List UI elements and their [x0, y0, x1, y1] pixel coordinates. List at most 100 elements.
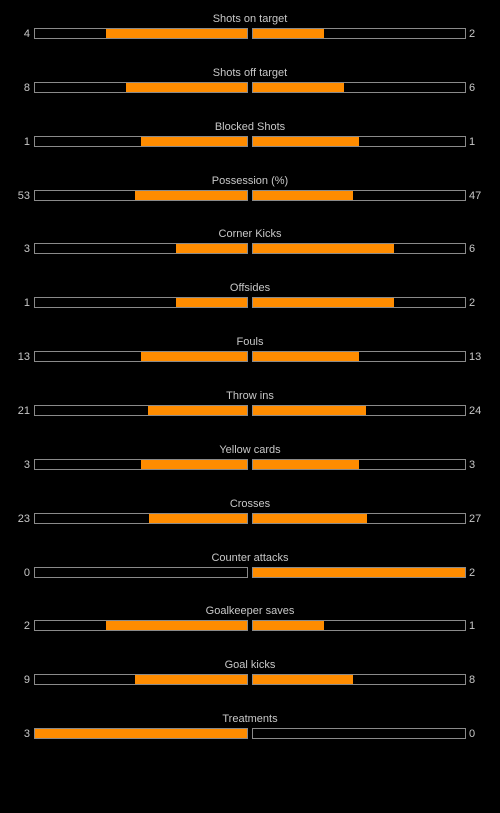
home-bar — [34, 458, 248, 470]
stat-label: Goalkeeper saves — [205, 605, 295, 618]
away-bar — [252, 620, 466, 632]
away-bar-fill — [253, 190, 353, 200]
home-value: 9 — [23, 674, 30, 687]
away-bar-fill — [253, 136, 359, 146]
home-value: 23 — [17, 512, 30, 525]
away-bar-fill — [253, 405, 366, 415]
stat-row: Crosses 23 27 — [0, 492, 500, 532]
home-bar-fill — [105, 621, 247, 631]
home-value: 1 — [23, 297, 30, 310]
away-value: 2 — [469, 28, 476, 40]
away-bar-fill — [253, 82, 344, 92]
home-bar-fill — [141, 136, 247, 146]
home-bar-fill — [134, 675, 247, 685]
away-bar — [252, 135, 466, 147]
away-value: 47 — [469, 189, 482, 202]
away-bar — [252, 28, 466, 39]
home-bar — [34, 566, 248, 578]
home-bar-fill — [35, 729, 247, 739]
away-value: 13 — [469, 351, 482, 364]
home-bar-fill — [149, 513, 247, 523]
home-bar — [34, 28, 248, 39]
home-bar — [34, 512, 248, 524]
stat-label: Treatments — [222, 713, 278, 726]
stat-row: Counter attacks 0 2 — [0, 546, 500, 586]
away-bar — [252, 81, 466, 93]
stat-label: Throw ins — [226, 389, 274, 402]
stat-row: Yellow cards 3 3 — [0, 438, 500, 478]
home-bar — [34, 404, 248, 416]
away-bar-fill — [253, 513, 368, 523]
home-value: 3 — [23, 728, 30, 741]
stat-label: Offsides — [229, 282, 271, 295]
away-bar-fill — [253, 298, 395, 308]
stat-label: Fouls — [236, 336, 264, 349]
home-bar-fill — [134, 190, 247, 200]
stat-label: Goal kicks — [224, 659, 276, 672]
home-value: 2 — [23, 620, 30, 633]
away-bar-fill — [253, 621, 324, 631]
home-value: 3 — [23, 458, 30, 471]
stat-row: Goalkeeper saves 2 1 — [0, 599, 500, 639]
stat-label: Corner Kicks — [218, 228, 282, 241]
away-bar — [252, 243, 466, 255]
stat-row: Blocked Shots 1 1 — [0, 115, 500, 155]
away-bar — [252, 566, 466, 578]
away-bar — [252, 728, 466, 740]
stat-row: Shots on target 4 2 — [0, 7, 500, 47]
home-bar-fill — [141, 459, 247, 469]
home-bar-fill — [148, 405, 247, 415]
stat-label: Counter attacks — [211, 551, 289, 564]
home-bar-fill — [105, 29, 247, 38]
stat-row: Offsides 1 2 — [0, 276, 500, 316]
home-value: 4 — [23, 28, 30, 40]
home-bar-fill — [176, 244, 247, 254]
stat-row: Corner Kicks 3 6 — [0, 222, 500, 262]
home-bar — [34, 728, 248, 740]
away-bar — [252, 189, 466, 201]
home-value: 13 — [17, 351, 30, 364]
away-value: 3 — [469, 458, 476, 471]
away-bar-fill — [253, 459, 359, 469]
home-bar — [34, 243, 248, 255]
away-bar-fill — [253, 675, 353, 685]
stat-row: Treatments 3 0 — [0, 707, 500, 747]
home-value: 3 — [23, 243, 30, 256]
stat-label: Shots on target — [212, 13, 288, 25]
away-bar-fill — [253, 567, 465, 577]
home-bar-fill — [176, 298, 247, 308]
away-value: 27 — [469, 512, 482, 525]
home-bar — [34, 297, 248, 309]
away-bar-fill — [253, 29, 324, 38]
away-value: 8 — [469, 674, 476, 687]
home-bar-fill — [125, 82, 247, 92]
home-value: 53 — [17, 189, 30, 202]
away-bar — [252, 512, 466, 524]
home-bar — [34, 674, 248, 686]
home-bar — [34, 620, 248, 632]
away-value: 6 — [469, 243, 476, 256]
home-value: 8 — [23, 81, 30, 94]
away-value: 6 — [469, 81, 476, 94]
stat-row: Fouls 13 13 — [0, 330, 500, 370]
away-bar — [252, 674, 466, 686]
away-value: 0 — [469, 728, 476, 741]
stat-row: Throw ins 21 24 — [0, 384, 500, 424]
home-bar — [34, 351, 248, 363]
stat-label: Shots off target — [212, 66, 288, 79]
stat-label: Yellow cards — [219, 443, 281, 456]
home-value: 1 — [23, 135, 30, 148]
home-bar — [34, 81, 248, 93]
away-value: 1 — [469, 620, 476, 633]
away-bar — [252, 404, 466, 416]
away-value: 24 — [469, 404, 482, 417]
home-bar — [34, 189, 248, 201]
home-value: 21 — [17, 404, 30, 417]
home-value: 0 — [23, 566, 30, 579]
away-bar — [252, 351, 466, 363]
away-bar — [252, 297, 466, 309]
away-value: 1 — [469, 135, 476, 148]
stat-label: Crosses — [229, 497, 271, 510]
away-bar-fill — [253, 244, 395, 254]
stat-row: Shots off target 8 6 — [0, 61, 500, 101]
